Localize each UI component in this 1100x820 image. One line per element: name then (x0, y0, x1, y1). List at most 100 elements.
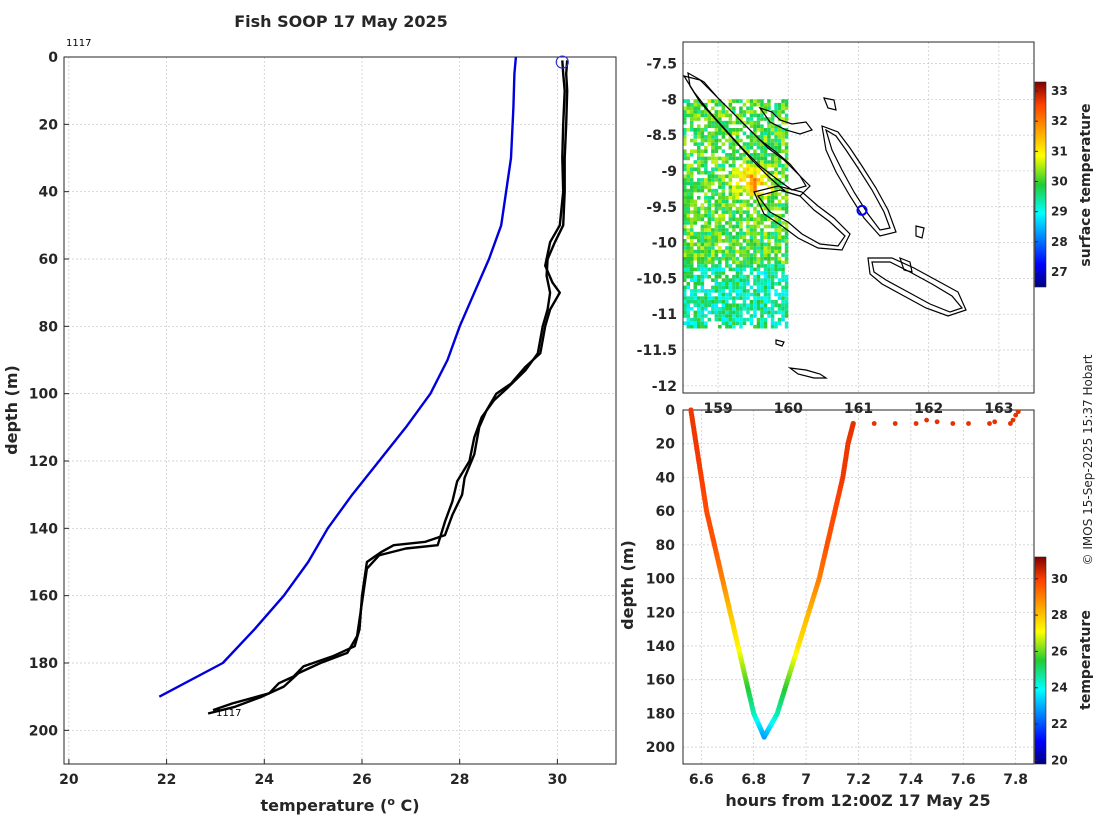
sst-cell (749, 178, 754, 182)
sst-cell (767, 192, 771, 196)
sst-cell (742, 167, 747, 171)
sst-cell (777, 138, 782, 143)
sst-cell (735, 199, 740, 204)
sst-cell (746, 117, 750, 121)
sst-cell (686, 206, 690, 211)
sst-cell (784, 221, 789, 225)
sst-cell (690, 153, 694, 157)
sst-cell (756, 289, 761, 293)
sst-cell (718, 145, 722, 150)
sst-cell (735, 167, 740, 171)
sst-cell (770, 282, 775, 286)
sst-cell (732, 246, 736, 250)
sst-cell (749, 142, 754, 146)
sst-cell (767, 267, 771, 272)
sst-cell (735, 210, 740, 214)
sst-cell (753, 128, 757, 132)
sst-cell (753, 124, 757, 128)
sst-cell (784, 310, 789, 315)
coast-islet-3 (915, 225, 925, 239)
sst-cell (763, 102, 768, 107)
sst-cell (704, 167, 708, 171)
sst-cell (763, 106, 768, 111)
sst-cell (746, 174, 750, 179)
sst-cell (777, 296, 782, 300)
sst-cell (686, 217, 690, 222)
sst-cell (718, 264, 722, 268)
sst-cell (690, 106, 694, 111)
sst-cell (732, 196, 736, 200)
sst-cell (763, 274, 768, 279)
sst-cell (767, 131, 771, 136)
sst-cell (690, 185, 694, 189)
sst-cell (742, 174, 747, 179)
sst-cell (784, 196, 789, 200)
sst-cell (756, 292, 761, 297)
sst-cell (739, 249, 743, 254)
sst-cell (781, 292, 785, 297)
sst-cell (686, 321, 690, 325)
sst-cell (721, 317, 726, 322)
sst-cell (683, 99, 687, 103)
sst-cell (704, 299, 708, 304)
sst-cell (760, 299, 764, 304)
sst-cell (693, 221, 697, 225)
sst-cell (767, 264, 771, 268)
sst-cell (742, 124, 747, 128)
sst-cell (728, 120, 733, 125)
sst-cell (767, 163, 771, 168)
sst-cell (718, 156, 722, 161)
sst-cell (725, 210, 729, 214)
sst-cell (711, 228, 715, 232)
sst-cell (707, 99, 712, 103)
sst-cell (767, 185, 771, 189)
sst-cell (760, 192, 764, 196)
sst-cell (781, 317, 785, 322)
sst-cell (735, 181, 740, 186)
sst-cell (784, 131, 789, 136)
y-tick-label: 80 (39, 319, 59, 335)
sst-cell (725, 138, 729, 143)
sst-cell (700, 282, 705, 286)
sst-cell (753, 267, 757, 272)
sst-cell (732, 235, 736, 239)
sst-cell (760, 131, 764, 136)
sst-cell (728, 135, 733, 139)
sst-cell (781, 102, 785, 107)
sst-cell (711, 135, 715, 139)
sst-cell (725, 128, 729, 132)
sst-cell (784, 156, 789, 161)
sst-cell (756, 213, 761, 218)
sst-cell (686, 249, 690, 254)
sst-cell (707, 203, 712, 207)
sst-cell (686, 153, 690, 157)
sst-cell (728, 170, 733, 175)
sst-cell (770, 120, 775, 125)
sst-cell (760, 196, 764, 200)
sst-cell (732, 303, 736, 308)
tow-x-tick-label: 7.4 (898, 772, 923, 788)
sst-cell (781, 299, 785, 304)
sst-cell (753, 239, 757, 243)
sst-cell (697, 267, 701, 272)
sst-cell (781, 260, 785, 265)
sst-cell (770, 264, 775, 268)
sst-cell (739, 120, 743, 125)
sst-cell (686, 296, 690, 300)
sst-cell (683, 196, 687, 200)
sst-cell (760, 99, 764, 103)
sst-cell (735, 264, 740, 268)
sst-cell (721, 163, 726, 168)
sst-cell (746, 217, 750, 222)
sst-cell (721, 160, 726, 164)
sst-cell (690, 217, 694, 222)
map-x-tick-label: 161 (844, 401, 873, 417)
sst-cell (774, 170, 778, 175)
sst-cell (739, 242, 743, 247)
sst-cell (742, 131, 747, 136)
sst-cell (784, 296, 789, 300)
sst-cell (756, 296, 761, 300)
sst-cell (735, 231, 740, 236)
sst-cell (714, 317, 719, 322)
sst-cell (711, 181, 715, 186)
